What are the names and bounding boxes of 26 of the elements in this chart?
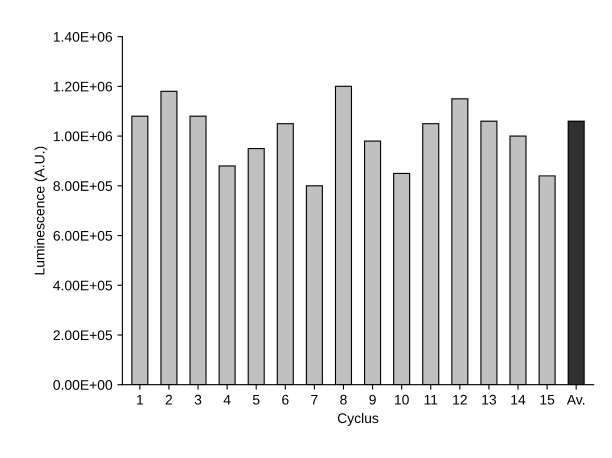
- x-tick-label: Av.: [566, 394, 584, 405]
- y-axis-title: Luminescence (A.U.): [34, 146, 48, 274]
- x-tick-label: 13: [482, 394, 496, 405]
- x-tick-label: 9: [369, 394, 376, 405]
- x-tick-label: 2: [166, 394, 172, 405]
- y-tick-label: 2.00E+05: [54, 330, 112, 340]
- x-tick-label: 4: [224, 394, 231, 405]
- x-tick-label: 1: [137, 394, 144, 405]
- x-tick-label: 3: [194, 394, 202, 405]
- x-tick-label: 6: [282, 394, 289, 405]
- x-tick-label: 15: [540, 394, 554, 405]
- x-tick-label: 8: [340, 394, 347, 405]
- x-tick-label: 10: [394, 394, 409, 405]
- y-tick-label: 0.00E+00: [53, 380, 112, 390]
- x-tick-label: 12: [453, 394, 467, 405]
- y-tick-label: 8.00E+05: [53, 181, 112, 191]
- y-tick-label: 1.00E+06: [54, 131, 112, 142]
- y-tick-label: 1.20E+06: [54, 82, 112, 92]
- x-tick-label: 7: [311, 394, 318, 405]
- y-tick-label: 6.00E+05: [54, 230, 112, 241]
- x-tick-label: 5: [252, 394, 260, 405]
- y-tick-label: 1.40E+06: [54, 32, 112, 42]
- x-tick-label: 14: [511, 394, 526, 405]
- y-tick-label: 4.00E+05: [53, 280, 112, 290]
- x-axis-title: Cyclus: [338, 412, 378, 426]
- x-tick-label: 11: [424, 394, 438, 405]
